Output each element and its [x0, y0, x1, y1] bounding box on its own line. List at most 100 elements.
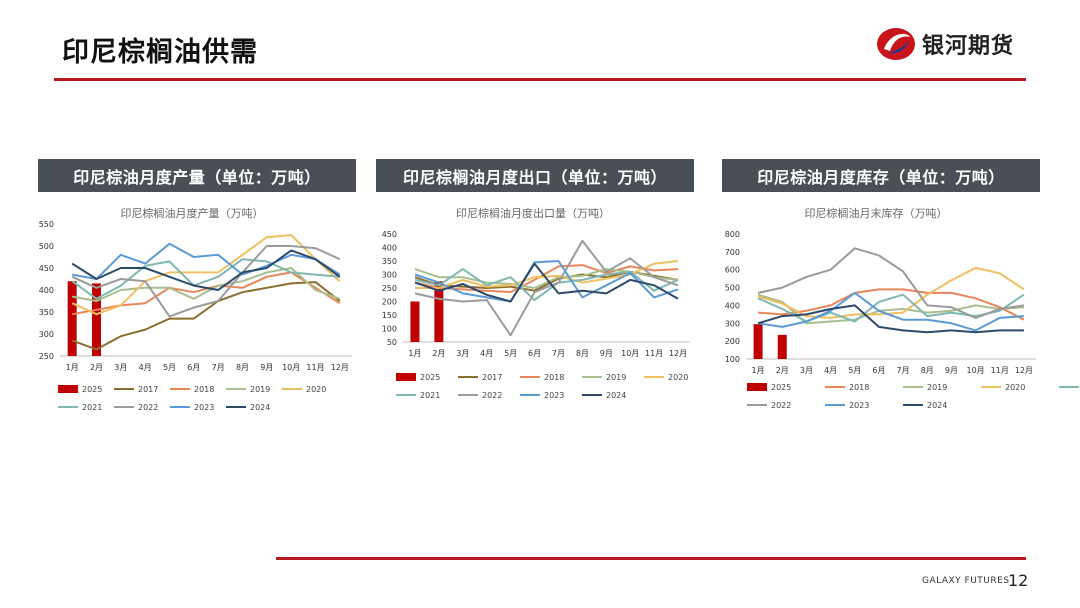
x-tick-label: 12月	[669, 349, 687, 358]
legend-label-2021: 2021	[82, 403, 102, 412]
x-tick-label: 5月	[504, 349, 517, 358]
legend-label-2019: 2019	[250, 385, 270, 394]
line-series-2024	[71, 249, 341, 291]
footer-divider	[276, 557, 1026, 560]
line-series-2024	[757, 304, 1024, 334]
y-tick-label: 400	[382, 244, 397, 253]
y-tick-label: 400	[725, 301, 740, 310]
legend-swatch-2025	[396, 373, 416, 381]
x-tick-label: 6月	[528, 349, 541, 358]
legend-swatch-2025	[747, 383, 767, 391]
line-series-2022	[414, 239, 679, 337]
line-series-2021	[757, 293, 1025, 323]
legend-label-2017: 2017	[482, 373, 502, 382]
legend-label-2019: 2019	[927, 383, 947, 392]
legend-label-2022: 2022	[138, 403, 158, 412]
legend-label-2018: 2018	[194, 385, 214, 394]
y-tick-label: 200	[382, 298, 397, 307]
y-tick-label: 350	[382, 257, 397, 266]
x-tick-label: 9月	[260, 363, 273, 372]
bar-2025	[753, 324, 763, 359]
y-tick-label: 550	[39, 220, 54, 229]
legend-label-2017: 2017	[138, 385, 158, 394]
y-tick-label: 500	[39, 242, 54, 251]
legend-label-2019: 2019	[606, 373, 626, 382]
y-tick-label: 700	[725, 248, 740, 257]
panel-header-stock: 印尼棕油月度库存（单位：万吨）	[722, 159, 1040, 192]
x-tick-label: 9月	[945, 366, 958, 375]
legend-label-2021: 2021	[420, 391, 440, 400]
x-tick-label: 11月	[306, 363, 324, 372]
x-tick-label: 8月	[921, 366, 934, 375]
x-tick-label: 9月	[600, 349, 613, 358]
legend-swatch-2025	[58, 385, 78, 393]
y-tick-label: 300	[725, 319, 740, 328]
line-series-2020	[71, 234, 341, 316]
y-tick-label: 50	[387, 338, 397, 347]
legend-label-2018: 2018	[544, 373, 564, 382]
x-tick-label: 4月	[139, 363, 152, 372]
line-series-2024	[414, 262, 679, 303]
legend-label-2024: 2024	[250, 403, 270, 412]
title-divider	[54, 78, 1026, 81]
line-series-2023	[414, 260, 679, 303]
x-tick-label: 3月	[114, 363, 127, 372]
x-tick-label: 10月	[966, 366, 984, 375]
bar-2025	[67, 281, 77, 356]
legend-label-2018: 2018	[849, 383, 869, 392]
y-tick-label: 300	[39, 330, 54, 339]
x-tick-label: 2月	[432, 349, 445, 358]
line-series-2020	[415, 260, 679, 289]
legend-label-2020: 2020	[1005, 383, 1025, 392]
line-series-2018	[414, 264, 679, 294]
legend-label-2025: 2025	[82, 385, 102, 394]
page-number: 12	[1008, 571, 1029, 590]
bar-2025	[410, 301, 420, 342]
legend-label-2022: 2022	[771, 401, 791, 410]
y-tick-label: 250	[382, 284, 397, 293]
chart-title: 印尼棕榈油月度产量（万吨）	[121, 206, 264, 220]
x-tick-label: 1月	[66, 363, 79, 372]
line-series-2022	[71, 245, 341, 318]
x-tick-label: 4月	[480, 349, 493, 358]
legend-label-2023: 2023	[544, 391, 564, 400]
line-series-2022	[757, 247, 1025, 319]
galaxy-futures-logo: 银河期货	[876, 27, 1014, 61]
legend-label-2025: 2025	[771, 383, 791, 392]
y-tick-label: 100	[725, 355, 740, 364]
chart-title: 印尼棕榈油月末库存（万吨）	[805, 206, 948, 220]
footer-brand: GALAXY FUTURES	[922, 576, 1010, 586]
line-series-2023	[72, 242, 341, 280]
x-tick-label: 5月	[848, 366, 861, 375]
bar-2025	[434, 281, 444, 342]
x-tick-label: 5月	[163, 363, 176, 372]
x-tick-label: 12月	[331, 363, 349, 372]
y-tick-label: 150	[382, 311, 397, 320]
x-tick-label: 8月	[236, 363, 249, 372]
x-tick-label: 2月	[776, 366, 789, 375]
slide-title: 印尼棕榈油供需	[62, 37, 258, 68]
line-series-2023	[757, 291, 1024, 332]
y-tick-label: 450	[39, 264, 54, 273]
y-tick-label: 400	[39, 286, 54, 295]
y-tick-label: 350	[39, 308, 54, 317]
y-tick-label: 450	[382, 230, 397, 239]
panel-header-production: 印尼棕油月度产量（单位：万吨）	[38, 159, 356, 192]
x-tick-label: 11月	[645, 349, 663, 358]
x-tick-label: 3月	[456, 349, 469, 358]
x-tick-label: 11月	[991, 366, 1009, 375]
galaxy-logo-icon	[877, 28, 915, 60]
bar-2025	[92, 283, 101, 356]
legend-label-2020: 2020	[306, 385, 326, 394]
x-tick-label: 7月	[552, 349, 565, 358]
legend-label-2025: 2025	[420, 373, 440, 382]
legend-label-2024: 2024	[606, 391, 626, 400]
x-tick-label: 10月	[621, 349, 639, 358]
x-tick-label: 6月	[872, 366, 885, 375]
legend-label-2022: 2022	[482, 391, 502, 400]
x-tick-label: 12月	[1015, 366, 1033, 375]
x-tick-label: 4月	[824, 366, 837, 375]
x-tick-label: 6月	[187, 363, 200, 372]
x-tick-label: 10月	[282, 363, 300, 372]
